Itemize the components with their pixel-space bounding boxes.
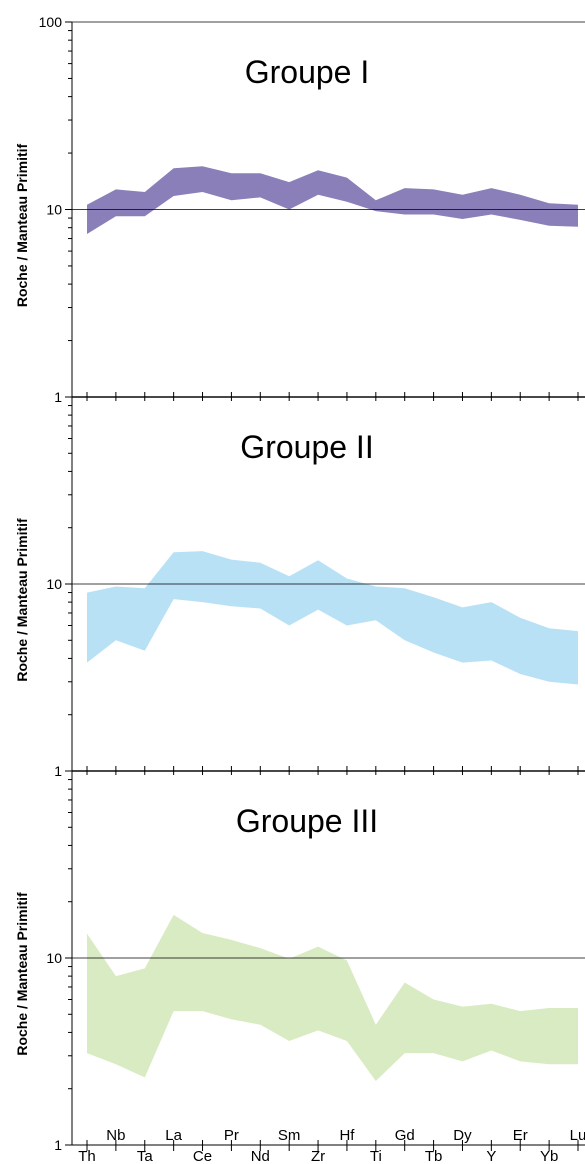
x-label-La: La	[165, 1127, 182, 1144]
x-label-Yb: Yb	[540, 1148, 558, 1164]
y-tick-label-100: 100	[39, 14, 63, 30]
x-label-Gd: Gd	[395, 1127, 415, 1144]
y-tick-label-1: 1	[54, 1137, 62, 1153]
x-label-Y: Y	[486, 1148, 496, 1164]
range-band-3	[87, 914, 578, 1081]
x-label-Ti: Ti	[370, 1148, 382, 1164]
x-label-Nd: Nd	[251, 1148, 270, 1164]
y-tick-label-1: 1	[54, 763, 62, 779]
x-label-Th: Th	[78, 1148, 96, 1164]
y-axis-label-3: Roche / Manteau Primitif	[14, 892, 30, 1056]
x-label-Hf: Hf	[339, 1127, 355, 1144]
range-band-1	[87, 166, 578, 234]
y-tick-label-10: 10	[46, 950, 62, 966]
x-label-Dy: Dy	[453, 1127, 472, 1144]
x-label-Pr: Pr	[224, 1127, 239, 1144]
x-label-Ce: Ce	[193, 1148, 212, 1164]
panel-title-1: Groupe I	[245, 54, 370, 90]
y-tick-label-10: 10	[46, 202, 62, 218]
x-label-Er: Er	[513, 1127, 528, 1144]
panel-title-2: Groupe II	[240, 429, 373, 465]
x-label-Ta: Ta	[137, 1148, 154, 1164]
range-band-2	[87, 551, 578, 685]
y-tick-label-1: 1	[54, 389, 62, 405]
panel-title-3: Groupe III	[236, 803, 378, 839]
x-label-Lu: Lu	[570, 1127, 585, 1144]
x-label-Zr: Zr	[311, 1148, 325, 1164]
x-label-Nb: Nb	[106, 1127, 125, 1144]
x-label-Sm: Sm	[278, 1127, 301, 1144]
y-tick-label-10: 10	[46, 576, 62, 592]
x-label-Tb: Tb	[425, 1148, 443, 1164]
y-axis-label-1: Roche / Manteau Primitif	[14, 143, 30, 307]
y-axis-label-2: Roche / Manteau Primitif	[14, 518, 30, 682]
